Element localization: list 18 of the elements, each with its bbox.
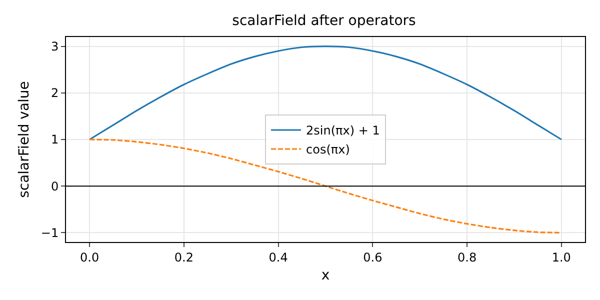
x-tick-label: 0.6 [363, 250, 382, 264]
y-tick-label: 2 [50, 86, 59, 100]
x-tick-label: 0.4 [268, 250, 288, 264]
y-tick-label: 1 [50, 132, 59, 147]
line-series [88, 46, 562, 140]
x-tick-label: 0.0 [80, 250, 100, 264]
y-axis-title: scalarField value [16, 81, 32, 198]
legend-label: 2sin(πx) + 1 [306, 124, 380, 138]
y-tick-label: −1 [40, 226, 59, 240]
x-axis-title: x [321, 268, 330, 284]
line-series [88, 138, 562, 234]
y-tick-label: 3 [50, 40, 59, 54]
x-tick-label: 1.0 [552, 250, 571, 264]
x-tick-label: 0.8 [458, 250, 477, 264]
x-tick-label: 0.2 [174, 250, 194, 264]
y-tick-label: 0 [50, 179, 59, 194]
chart-title: scalarField after operators [232, 12, 416, 29]
legend-label: cos(πx) [306, 142, 350, 157]
